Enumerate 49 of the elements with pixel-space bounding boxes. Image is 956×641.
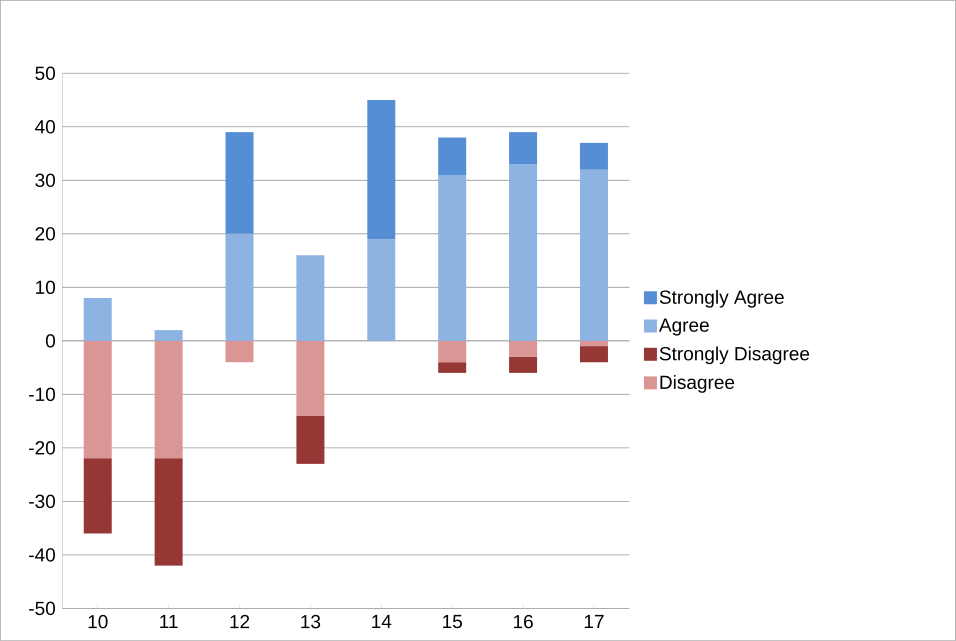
y-tick-label: 10 [36,280,56,294]
y-tick-label: 50 [35,66,56,80]
legend-label: Strongly Agree [660,290,784,308]
y-tick-label: -50 [29,602,56,616]
bar [154,330,183,341]
bar [438,340,466,362]
x-tick-label: 10 [88,614,108,628]
bar [84,458,112,534]
bar [226,132,254,234]
bar [438,362,466,373]
legend-label: Disagree [660,375,734,393]
bar [367,239,396,341]
y-tick-label: -30 [29,494,56,508]
bar [154,340,183,459]
y-tick-label: -20 [29,441,56,455]
x-tick-label: 12 [230,614,250,628]
legend-label: Strongly Disagree [660,346,810,364]
bar [226,234,254,341]
bar [296,255,324,341]
bar [509,356,538,373]
bar [580,170,608,341]
x-tick-label: 14 [372,614,392,628]
y-tick-label: 30 [35,174,56,188]
bar [84,298,112,341]
bar [509,132,538,164]
bar [580,346,608,362]
bar [154,458,183,566]
bar [84,340,112,459]
y-tick-label: -40 [29,548,56,562]
bar [296,340,324,416]
x-tick-label: 16 [514,614,533,628]
legend-label: Agree [658,318,709,336]
x-tick-label: 11 [160,614,178,628]
bar [296,416,324,464]
bar [509,340,538,357]
bar [226,340,254,362]
y-tick-label: -10 [29,388,56,402]
bar [509,164,538,341]
y-tick-label: 0 [46,334,56,348]
x-tick-label: 17 [584,614,604,628]
bar [438,138,466,175]
x-tick-label: 15 [443,614,462,628]
y-tick-label: 20 [36,227,56,241]
bar [438,174,466,341]
y-tick-label: 40 [35,120,56,134]
bar [367,100,396,240]
bar [580,340,608,346]
bar [580,142,608,170]
x-tick-label: 13 [301,614,320,628]
